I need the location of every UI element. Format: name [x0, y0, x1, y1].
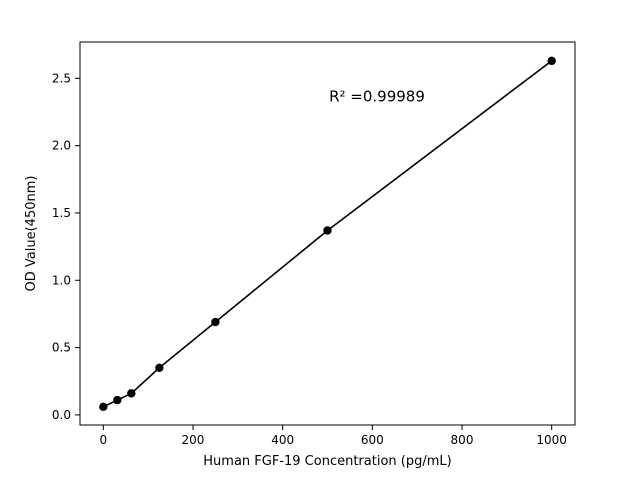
data-point [547, 56, 556, 66]
y-axis-label: OD Value(450nm) [24, 176, 39, 292]
data-point [323, 226, 332, 235]
data-point [211, 317, 220, 327]
y-tick-label: 1.0 [52, 273, 71, 287]
y-tick-label: 2.0 [52, 139, 71, 153]
data-point [155, 363, 164, 372]
y-tick-label: 0.5 [52, 341, 71, 355]
x-tick-label: 0 [99, 433, 107, 447]
x-tick-label: 1000 [536, 433, 567, 447]
y-tick-label: 1.5 [52, 206, 71, 220]
y-tick-label: 0.0 [52, 408, 71, 422]
x-tick-label: 600 [361, 433, 384, 447]
x-axis-label: Human FGF-19 Concentration (pg/mL) [203, 454, 451, 469]
data-point [113, 395, 122, 405]
data-point [99, 402, 108, 412]
x-tick-label: 200 [182, 433, 205, 447]
y-tick-label: 2.5 [52, 71, 71, 85]
r-squared-annotation: R² =0.99989 [329, 87, 425, 105]
x-tick-label: 800 [451, 433, 474, 447]
data-point [127, 389, 136, 398]
axes-spines [79, 41, 576, 426]
x-tick-label: 400 [271, 433, 294, 447]
